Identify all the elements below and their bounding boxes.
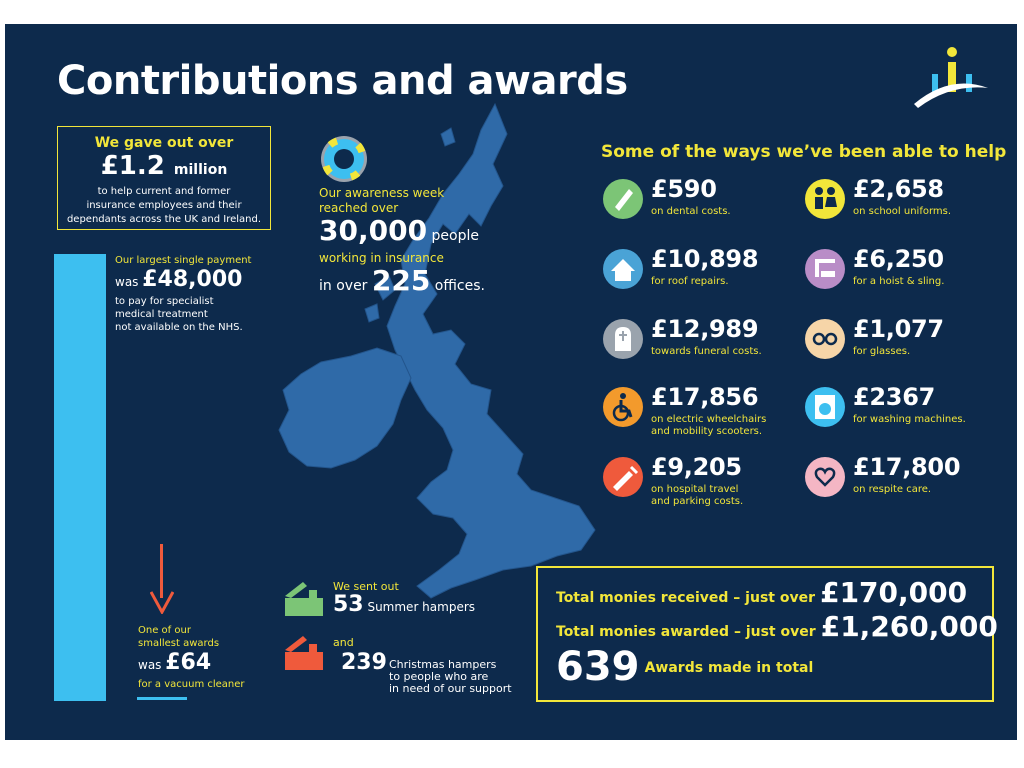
help-caption: on respite care. [853,484,1017,496]
help-caption: for roof repairs. [651,276,821,288]
hamper-summer-icon [285,582,323,616]
help-caption-line-1: on hospital travel [651,484,739,495]
help-caption: on school uniforms. [853,206,1017,218]
help-amount: £17,856 [651,383,759,411]
house-icon [603,249,643,289]
ways-heading: Some of the ways we’ve been able to help [601,142,1007,162]
help-caption: for washing machines. [853,414,1017,426]
christmas-label-2: to people who are [389,670,489,683]
help-caption-line-1: on electric wheelchairs [651,414,767,425]
page-title: Contributions and awards [57,58,628,104]
logo-icon [914,47,988,108]
heart-hands-icon [805,457,845,497]
help-caption-line-2: and parking costs. [651,496,744,507]
help-item: £2367 for washing machines. [805,383,1005,449]
largest-desc-1: to pay for specialist [115,296,214,307]
help-item: £1,077 for glasses. [805,315,1005,381]
help-caption-line-1: for glasses. [853,346,911,357]
total-given-box: We gave out over £1.2 million to help cu… [57,126,271,230]
awareness-count-line: 30,000 people [319,214,479,247]
help-caption: on dental costs. [651,206,821,218]
help-amount: £10,898 [651,245,759,273]
smallest-amount-line: was £64 [138,650,212,675]
gave-out-desc-1: to help current and former [97,186,231,197]
help-caption-line-1: on respite care. [853,484,932,495]
help-amount: £9,205 [651,453,742,481]
help-item: £12,989 towards funeral costs. [603,315,803,381]
glasses-icon [805,319,845,359]
gave-out-desc-2: insurance employees and their [86,200,242,211]
hoist-icon [805,249,845,289]
help-amount: £12,989 [651,315,759,343]
summer-hampers-line: 53 Summer hampers [333,592,476,617]
awareness-line-2: reached over [319,201,399,215]
help-item: £17,800 on respite care. [805,453,1005,519]
help-item: £17,856 on electric wheelchairs and mobili… [603,383,803,449]
infographic-panel: Contributions and awards We gave out ove… [5,24,1017,740]
help-caption: on electric wheelchairs and mobility scoo… [651,414,821,438]
help-item: £9,205 on hospital travel and parking cost… [603,453,803,519]
and-label: and [333,636,354,649]
help-caption-line-1: for a hoist & sling. [853,276,945,287]
awareness-week-text: Our awareness week reached over 30,000 p… [319,134,519,301]
largest-amount-line: was £48,000 [115,267,243,292]
smallest-line-2: smallest awards [138,638,220,649]
christmas-hampers-line: 239 [341,650,387,675]
children-icon [805,179,845,219]
smallest-desc: for a vacuum cleaner [138,679,245,690]
totals-box: Total monies received – just over £170,0… [536,566,998,702]
smallest-award-text: One of our smallest awards was £64 for a… [138,624,278,691]
gave-out-heading: We gave out over [94,135,234,151]
awareness-offices-line: in over 225 offices. [319,264,485,297]
help-caption-line-1: on dental costs. [651,206,731,217]
largest-desc-3: not available on the NHS. [115,322,243,333]
washing-machine-icon [805,387,845,427]
lifebuoy-icon [321,136,367,182]
christmas-label-1: Christmas hampers [389,658,497,671]
wheelchair-icon [603,387,643,427]
help-caption-line-2: and mobility scooters. [651,426,763,437]
help-caption: for glasses. [853,346,1017,358]
total-received-row: Total monies received – just over £170,0… [556,576,968,609]
total-awarded-row: Total monies awarded – just over £1,260,… [556,610,998,643]
help-amount: £590 [651,175,717,203]
help-amount: £2,658 [853,175,944,203]
awareness-line-1: Our awareness week [319,186,445,200]
help-item: £590 on dental costs. [603,175,803,241]
help-caption-line-1: for roof repairs. [651,276,729,287]
awards-count-row: 639 Awards made in total [556,644,814,690]
hamper-christmas-icon [285,636,323,670]
help-item: £2,658 on school uniforms. [805,175,1005,241]
syringe-icon [603,457,643,497]
hampers-section: We sent out 53 Summer hampers and 239 Ch… [283,580,523,720]
help-caption-line-1: on school uniforms. [853,206,952,217]
help-caption: towards funeral costs. [651,346,821,358]
smallest-award-bar [137,697,187,700]
christmas-label-3: in need of our support [389,682,512,695]
uk-ireland-map [278,102,596,599]
help-caption-line-1: towards funeral costs. [651,346,762,357]
gave-out-amount: £1.2 million [100,151,228,181]
gravestone-icon [603,319,643,359]
largest-heading: Our largest single payment [115,255,252,266]
help-amount: £6,250 [853,245,944,273]
awareness-line-3: working in insurance [319,251,444,265]
help-caption-line-1: for washing machines. [853,414,966,425]
largest-payment-text: Our largest single payment was £48,000 t… [115,254,285,334]
gave-out-desc-3: dependants across the UK and Ireland. [66,214,262,225]
help-item: £10,898 for roof repairs. [603,245,803,311]
help-caption: for a hoist & sling. [853,276,1017,288]
largest-desc-2: medical treatment [115,309,208,320]
help-caption: on hospital travel and parking costs. [651,484,821,508]
help-amount: £17,800 [853,453,961,481]
help-item: £6,250 for a hoist & sling. [805,245,1005,311]
help-amount: £2367 [853,383,935,411]
toothbrush-icon [603,179,643,219]
down-arrow-icon [150,544,174,614]
help-amount: £1,077 [853,315,944,343]
largest-payment-bar [54,254,106,701]
smallest-line-1: One of our [138,625,191,636]
sent-out-label: We sent out [333,580,399,593]
